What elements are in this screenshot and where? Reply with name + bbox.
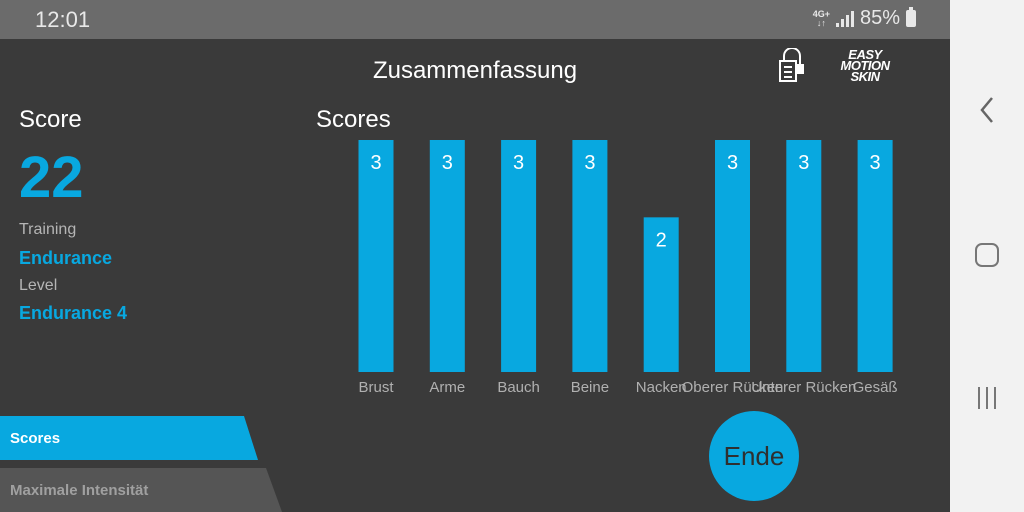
training-value: Endurance bbox=[19, 248, 113, 268]
status-bar: 12:01 4G+ ↓↑ 85% bbox=[0, 0, 950, 39]
end-button[interactable]: Ende bbox=[709, 411, 799, 501]
x-tick-label-6: Unterer Rücken bbox=[751, 379, 856, 396]
status-indicators: 4G+ ↓↑ 85% bbox=[813, 7, 916, 30]
logo-line-2: MOTION bbox=[840, 58, 891, 73]
training-label: Training bbox=[19, 221, 77, 238]
bar-value-label-7: 3 bbox=[870, 152, 881, 174]
level-value: Endurance 4 bbox=[19, 303, 128, 323]
x-tick-label-5: Oberer Rücken bbox=[682, 379, 784, 396]
recent-apps-button[interactable] bbox=[972, 383, 1002, 413]
battery-icon bbox=[906, 7, 916, 27]
chart-title: Scores bbox=[316, 106, 391, 133]
home-icon bbox=[975, 243, 999, 267]
signal-icon bbox=[835, 10, 854, 27]
bar-value-label-0: 3 bbox=[370, 152, 381, 174]
network-type-icon: 4G+ ↓↑ bbox=[812, 8, 830, 28]
bar-0 bbox=[358, 140, 394, 372]
back-button[interactable] bbox=[972, 95, 1002, 125]
logo-line-1: EASY bbox=[848, 47, 882, 62]
sensor-device-icon[interactable] bbox=[778, 48, 806, 82]
score-label: Score bbox=[19, 106, 82, 133]
bar-value-label-3: 3 bbox=[584, 152, 595, 174]
status-time: 12:01 bbox=[35, 7, 91, 32]
recent-apps-icon bbox=[978, 387, 996, 409]
x-tick-label-2: Bauch bbox=[497, 379, 540, 396]
tab-maximale-intensitaet[interactable]: Maximale Intensität bbox=[0, 468, 282, 512]
x-tick-label-1: Arme bbox=[429, 379, 465, 396]
x-tick-label-4: Nacken bbox=[636, 379, 687, 396]
page-title: Zusammenfassung bbox=[372, 57, 578, 84]
battery-percent: 85% bbox=[859, 7, 900, 29]
x-tick-label-3: Beine bbox=[571, 379, 609, 396]
logo-line-3: SKIN bbox=[850, 69, 880, 84]
bar-7 bbox=[857, 140, 893, 372]
scores-bar-chart: 3 Brust 3 Arme 3 Bauch 3 Beine 2 Nacken 3 Oberer Rü… bbox=[358, 140, 898, 396]
network-type-label: 4G+ bbox=[812, 8, 830, 19]
level-label: Level bbox=[19, 277, 58, 294]
chevron-left-icon bbox=[980, 97, 993, 123]
tab-scores[interactable]: Scores bbox=[0, 416, 258, 460]
tab-scores-label: Scores bbox=[10, 430, 61, 447]
bar-value-label-6: 3 bbox=[798, 152, 809, 174]
bar-value-label-4: 2 bbox=[656, 229, 667, 251]
bar-1 bbox=[429, 140, 465, 372]
easy-motion-skin-logo: EASY MOTION SKIN bbox=[832, 47, 898, 84]
system-navigation-bar bbox=[950, 0, 1024, 512]
bar-value-label-1: 3 bbox=[442, 152, 453, 174]
x-tick-label-7: Gesäß bbox=[853, 379, 898, 396]
x-tick-label-0: Brust bbox=[358, 379, 394, 396]
bar-value-label-5: 3 bbox=[727, 152, 738, 174]
score-value: 22 bbox=[19, 145, 84, 210]
network-activity-label: ↓↑ bbox=[816, 17, 826, 28]
tab-max-intensity-label: Maximale Intensität bbox=[10, 482, 149, 499]
bar-2 bbox=[501, 140, 537, 372]
bar-4 bbox=[643, 217, 679, 372]
bar-3 bbox=[572, 140, 608, 372]
bar-5 bbox=[715, 140, 750, 372]
bar-6 bbox=[786, 140, 822, 372]
bar-value-label-2: 3 bbox=[513, 152, 524, 174]
home-button[interactable] bbox=[972, 240, 1002, 270]
